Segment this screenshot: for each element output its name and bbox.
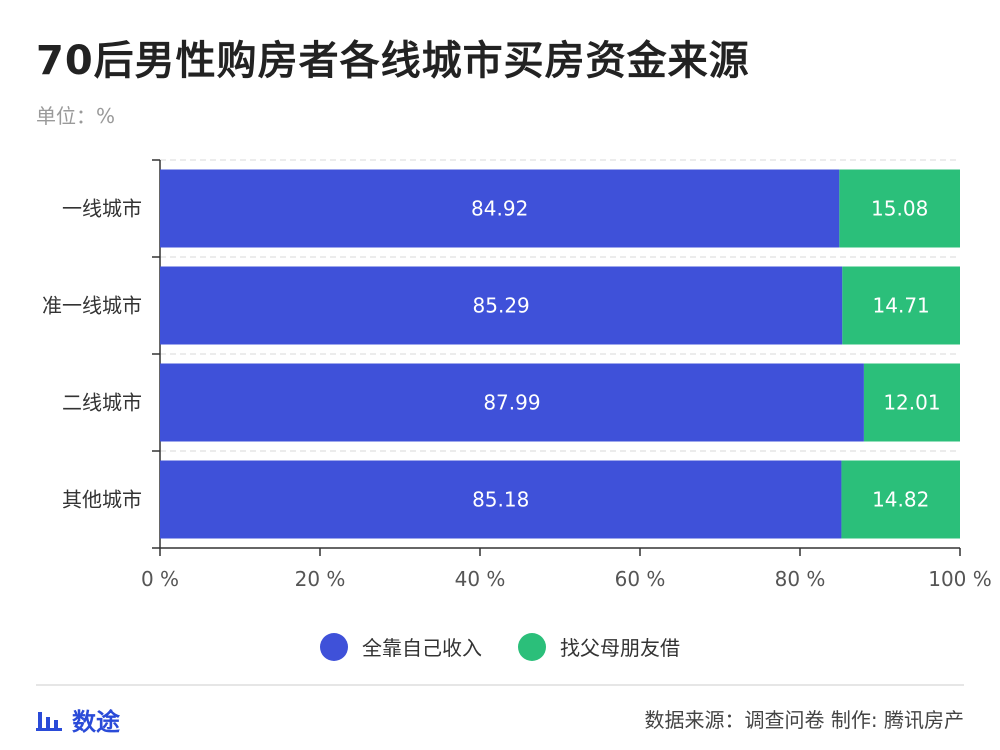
y-tick-label: 一线城市 <box>62 197 142 221</box>
y-tick-label: 准一线城市 <box>42 294 142 318</box>
stacked-bar-chart: 0 % 20 % 40 % 60 % 80 % 100 % 一线城市 84.92 15.08 准一… <box>42 159 992 591</box>
bar-self-income-1 <box>160 266 843 345</box>
data-label: 15.08 <box>871 197 928 221</box>
legend-item-series-0: 全靠自己收入 <box>320 632 482 661</box>
x-tick-label: 0 % <box>141 567 179 591</box>
bar-self-income-3 <box>160 460 842 539</box>
data-label: 14.82 <box>872 488 929 512</box>
x-tick-label: 40 % <box>455 567 506 591</box>
bar-self-income-2 <box>160 363 864 442</box>
footer-divider <box>36 684 964 686</box>
x-tick-label: 60 % <box>615 567 666 591</box>
bar-borrowed-0 <box>839 169 960 248</box>
chart-title: 70后男性购房者各线城市买房资金来源 <box>36 38 750 84</box>
brand-name: 数途 <box>72 708 120 736</box>
data-label: 12.01 <box>883 391 940 415</box>
y-tick-label: 二线城市 <box>62 391 142 415</box>
x-tick-label: 20 % <box>295 567 346 591</box>
data-label: 14.71 <box>873 294 930 318</box>
bar-chart-icon <box>36 711 62 731</box>
bar-self-income-0 <box>160 169 840 248</box>
brand-logo: 数途 <box>36 702 120 737</box>
legend: 全靠自己收入 找父母朋友借 <box>0 632 1000 661</box>
bar-borrowed-1 <box>842 266 960 345</box>
data-label: 87.99 <box>483 391 540 415</box>
legend-swatch-series-1 <box>518 632 546 661</box>
bar-borrowed-3 <box>841 460 960 539</box>
data-label: 85.29 <box>473 294 530 318</box>
y-tick-label: 其他城市 <box>62 488 142 512</box>
x-tick-label: 80 % <box>775 567 826 591</box>
legend-label-series-0: 全靠自己收入 <box>362 636 482 660</box>
data-label: 84.92 <box>471 197 528 221</box>
bar-borrowed-2 <box>863 363 960 442</box>
x-tick-label: 100 % <box>928 567 992 591</box>
data-label: 85.18 <box>472 488 529 512</box>
legend-swatch-series-0 <box>320 632 348 661</box>
data-source: 数据来源：调查问卷 制作: 腾讯房产 <box>644 708 964 732</box>
unit-label: 单位：% <box>36 104 116 128</box>
legend-item-series-1: 找父母朋友借 <box>518 632 680 661</box>
legend-label-series-1: 找父母朋友借 <box>560 636 680 660</box>
